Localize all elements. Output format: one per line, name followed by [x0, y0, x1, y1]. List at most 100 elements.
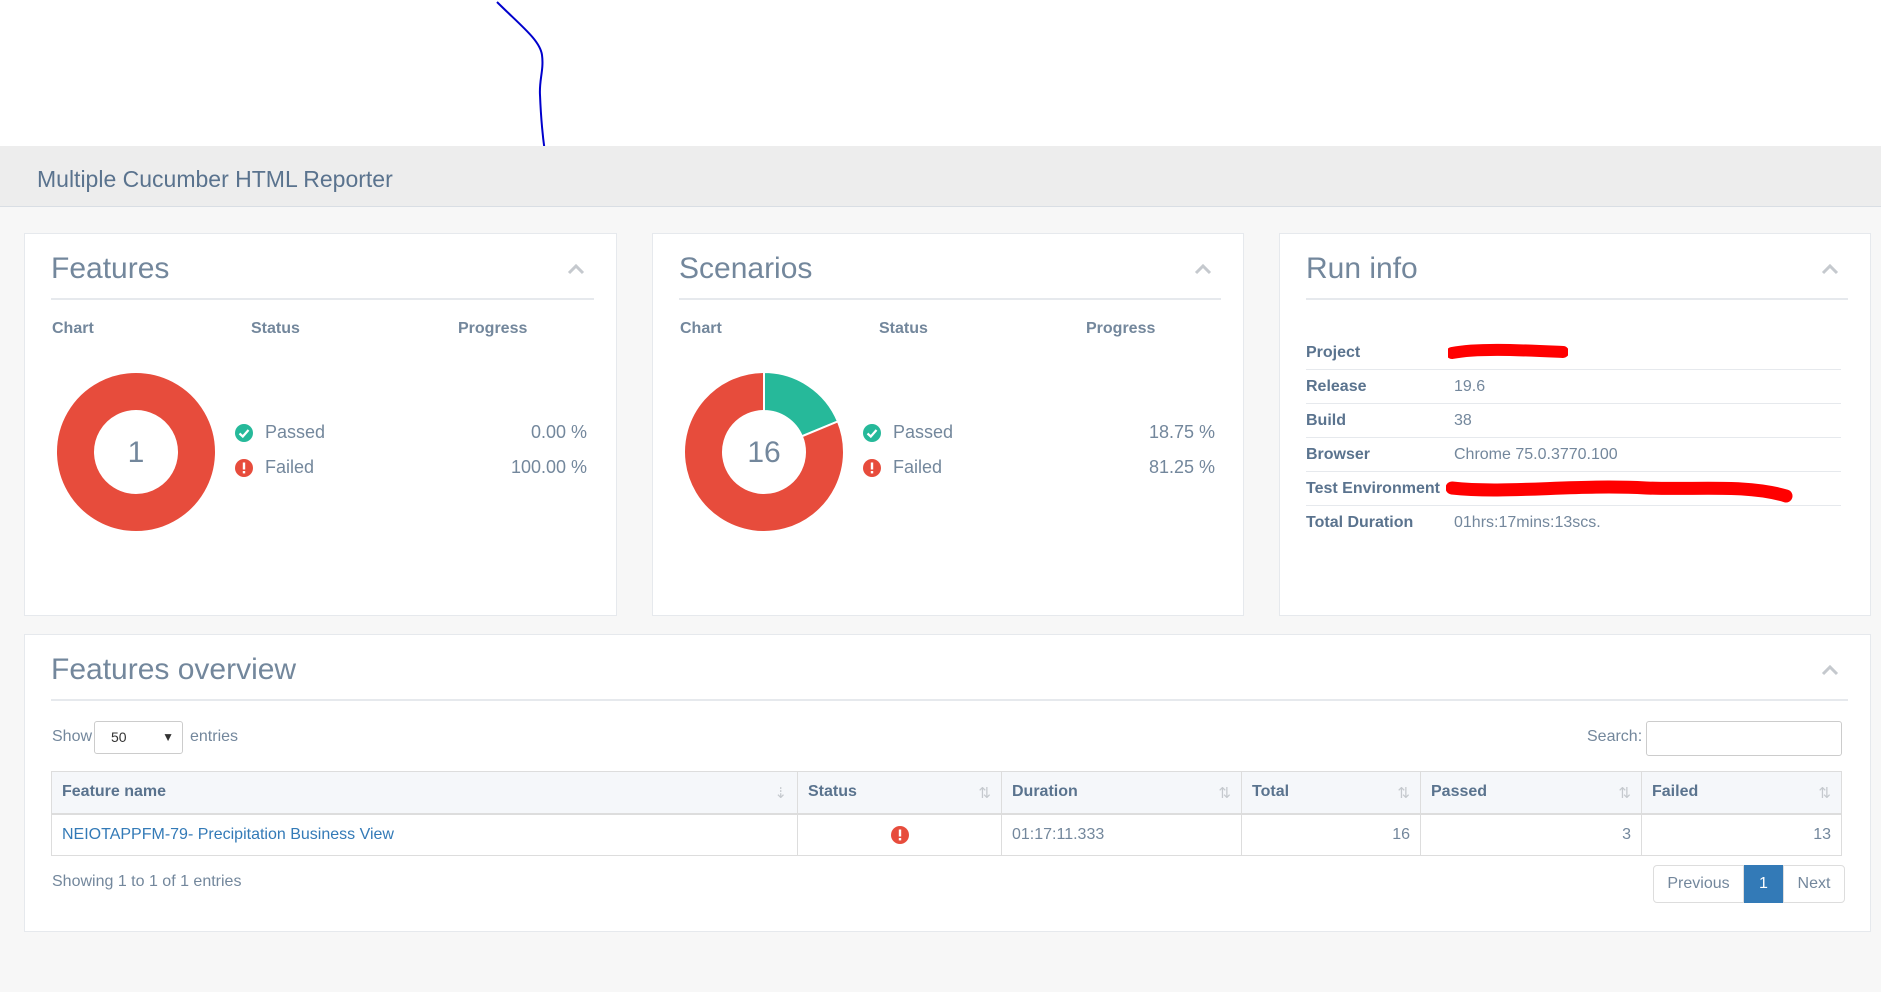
progress-column-header: Progress — [458, 320, 528, 337]
redaction-mark — [1446, 480, 1793, 503]
feature-name-cell: NEIOTAPPFM-79- Precipitation Business Vi… — [51, 813, 798, 856]
run-info-key: Browser — [1306, 437, 1454, 472]
chevron-down-icon: ▼ — [162, 730, 174, 744]
entries-label: entries — [190, 728, 239, 745]
status-column-header: Status — [251, 320, 300, 337]
status-column-header: Status — [879, 320, 928, 337]
redaction-mark — [1448, 343, 1568, 359]
features-overview-title: Features overview — [51, 653, 297, 686]
show-label: Show — [52, 728, 93, 745]
chevron-up-icon[interactable] — [1820, 663, 1840, 677]
run-info-row: Release 19.6 — [1306, 369, 1841, 404]
run-info-panel: Run info Project Release 19.6 Build 38 B… — [1279, 233, 1871, 616]
chevron-up-icon[interactable] — [1820, 262, 1840, 276]
duration-cell: 01:17:11.333 — [1001, 813, 1242, 856]
column-passed[interactable]: Passed ⇅ — [1420, 771, 1642, 815]
pen-annotation-mark — [496, 1, 549, 171]
run-info-row: Total Duration 01hrs:17mins:13scs. — [1306, 506, 1841, 540]
features-donut-chart: 1 — [54, 371, 217, 533]
run-info-value: 19.6 — [1454, 369, 1841, 404]
panel-divider — [51, 298, 594, 300]
exclamation-circle-icon — [863, 458, 881, 477]
table-header-row: Feature name ⇣ Status ⇅ Duration ⇅ Total ⇅ P… — [51, 771, 1842, 815]
status-label: Passed — [893, 422, 954, 442]
feature-link[interactable]: NEIOTAPPFM-79- Precipitation Business Vi… — [62, 825, 394, 843]
run-info-value — [1446, 471, 1841, 506]
sort-icon[interactable]: ⇅ — [1818, 785, 1831, 802]
progress-column-header: Progress — [1086, 320, 1156, 337]
run-info-row: Project — [1306, 336, 1841, 370]
table-row: NEIOTAPPFM-79- Precipitation Business Vi… — [51, 813, 1842, 856]
top-navbar: Multiple Cucumber HTML Reporter — [0, 146, 1881, 207]
run-info-value: Chrome 75.0.3770.100 — [1454, 437, 1841, 472]
status-label: Passed — [265, 422, 326, 442]
donut-center-value: 16 — [747, 436, 780, 469]
passed-percentage: 18.75 % — [1148, 422, 1215, 442]
features-panel-title: Features — [51, 252, 170, 285]
sort-asc-icon[interactable]: ⇣ — [774, 785, 787, 802]
run-info-key: Test Environment — [1306, 471, 1454, 506]
scenarios-panel: Scenarios Chart Status Progress 16 Passe… — [652, 233, 1244, 616]
scenarios-panel-title: Scenarios — [679, 252, 813, 285]
column-feature-name[interactable]: Feature name ⇣ — [51, 771, 798, 815]
donut-slice-failed — [683, 370, 845, 533]
pagination: Previous 1 Next — [1653, 865, 1845, 903]
donut-slice-failed — [54, 371, 217, 533]
search-label: Search: — [1587, 728, 1643, 745]
passed-cell: 3 — [1420, 813, 1642, 856]
run-info-key: Project — [1306, 336, 1454, 370]
failed-percentage: 81.25 % — [1148, 457, 1215, 477]
entries-select[interactable]: 50 ▼ — [94, 721, 183, 754]
sort-icon[interactable]: ⇅ — [1397, 785, 1410, 802]
page-1-button[interactable]: 1 — [1744, 865, 1783, 903]
run-info-value: 01hrs:17mins:13scs. — [1454, 513, 1601, 531]
column-duration[interactable]: Duration ⇅ — [1001, 771, 1242, 815]
failed-percentage: 100.00 % — [510, 457, 587, 477]
chart-column-header: Chart — [680, 320, 722, 337]
run-info-value — [1448, 336, 1841, 370]
total-cell: 16 — [1241, 813, 1421, 856]
column-status[interactable]: Status ⇅ — [797, 771, 1002, 815]
exclamation-circle-icon — [890, 825, 909, 844]
entries-select-value: 50 — [111, 729, 127, 745]
panel-divider — [51, 699, 1848, 701]
sort-icon[interactable]: ⇅ — [1218, 785, 1231, 802]
panel-divider — [1306, 298, 1848, 300]
failed-status-row: Failed — [235, 457, 314, 478]
scenarios-donut-chart: 16 — [683, 370, 845, 533]
status-label: Failed — [265, 457, 315, 477]
column-failed[interactable]: Failed ⇅ — [1641, 771, 1842, 815]
chevron-up-icon[interactable] — [1193, 262, 1213, 276]
sort-icon[interactable]: ⇅ — [978, 785, 991, 802]
failed-cell: 13 — [1641, 813, 1842, 856]
run-info-value: 38 — [1454, 403, 1841, 438]
screenshot-top-area — [0, 0, 1881, 146]
run-info-key: Build — [1306, 403, 1454, 438]
check-circle-icon — [863, 423, 881, 442]
run-info-row: Test Environment — [1306, 471, 1841, 506]
previous-button[interactable]: Previous — [1653, 865, 1744, 903]
status-label: Failed — [893, 457, 943, 477]
passed-percentage: 0.00 % — [530, 422, 587, 442]
exclamation-circle-icon — [235, 458, 253, 477]
run-info-key: Release — [1306, 369, 1454, 404]
column-total[interactable]: Total ⇅ — [1241, 771, 1421, 815]
failed-status-row: Failed — [863, 457, 942, 478]
run-info-row: Browser Chrome 75.0.3770.100 — [1306, 437, 1841, 472]
passed-status-row: Passed — [235, 422, 325, 443]
run-info-key: Total Duration — [1306, 513, 1414, 531]
features-table: Feature name ⇣ Status ⇅ Duration ⇅ Total ⇅ P… — [51, 771, 1842, 856]
sort-icon[interactable]: ⇅ — [1618, 785, 1631, 802]
chevron-up-icon[interactable] — [566, 262, 586, 276]
features-overview-panel: Features overview Show 50 ▼ entries Sear… — [24, 634, 1871, 932]
app-title: Multiple Cucumber HTML Reporter — [37, 166, 393, 192]
table-info: Showing 1 to 1 of 1 entries — [52, 873, 242, 890]
panel-divider — [679, 298, 1221, 300]
run-info-panel-title: Run info — [1306, 252, 1418, 285]
search-input[interactable] — [1646, 721, 1842, 756]
features-panel: Features Chart Status Progress 1 Passed … — [24, 233, 617, 616]
chart-column-header: Chart — [52, 320, 94, 337]
passed-status-row: Passed — [863, 422, 953, 443]
next-button[interactable]: Next — [1783, 865, 1845, 903]
status-cell — [797, 813, 1002, 856]
